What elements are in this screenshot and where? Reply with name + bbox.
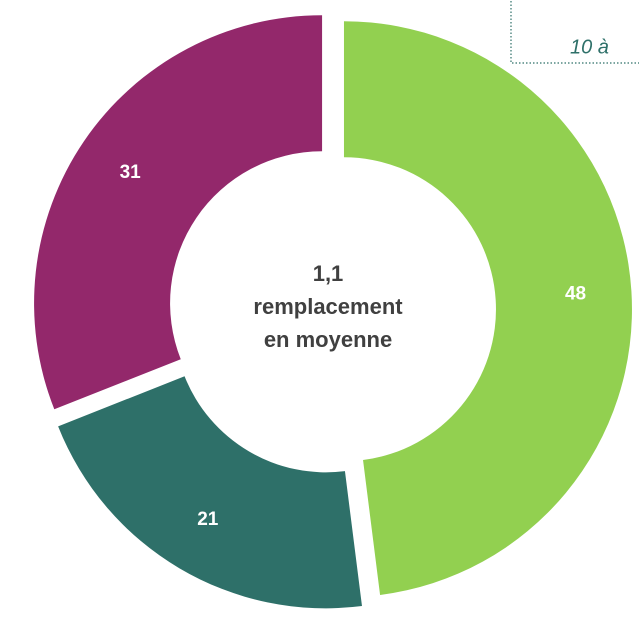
donut-slice	[34, 15, 323, 410]
center-label: remplacement	[253, 294, 403, 319]
annotation-box	[510, 0, 639, 64]
center-label: 1,1	[313, 261, 344, 286]
annotation: 10 à	[570, 36, 609, 58]
slice-label: 31	[120, 162, 142, 183]
center-label: en moyenne	[264, 327, 392, 352]
donut-slice	[343, 21, 632, 595]
slice-label: 21	[197, 509, 219, 530]
donut-slice	[58, 376, 362, 609]
slice-label: 48	[565, 284, 586, 305]
